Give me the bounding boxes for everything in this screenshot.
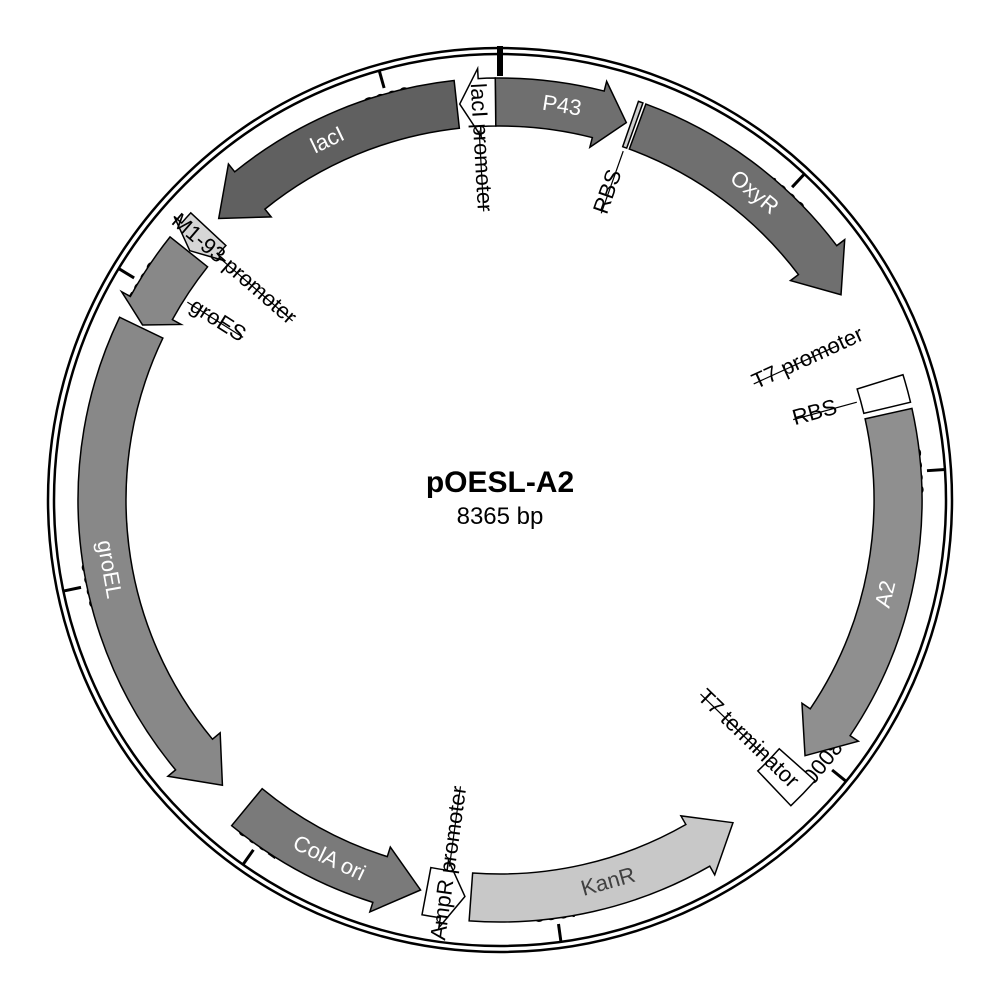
scale-tick [832,770,846,781]
scale-tick [243,850,253,865]
feature-rbs-2 [857,375,910,414]
inner-label-rbs: RBS [789,394,839,430]
scale-tick [927,469,945,470]
plasmid-map: 10002000300040005000600070008000P43OxyRA… [0,0,1000,1000]
scale-tick [558,924,560,942]
scale-tick [792,174,804,187]
inner-label-t7-promoter: T7 promoter [748,321,867,394]
inner-label-t7-terminator: T7 terminator [693,684,804,793]
feature-kanr [469,816,733,922]
inner-label-ampr-promoter: AmpR promoter [425,784,471,941]
feature-oxyr [629,104,844,295]
scale-tick [63,587,81,591]
scale-tick [379,71,384,88]
scale-tick [119,269,134,278]
plasmid-name: pOESL-A2 [426,466,574,499]
inner-label-rbs: RBS [588,166,627,217]
plasmid-size: 8365 bp [457,503,544,530]
outer-ring-2 [54,54,946,946]
feature-laci [219,81,460,219]
outer-ring-1 [48,48,952,952]
inner-label-groes: groES [186,293,251,347]
